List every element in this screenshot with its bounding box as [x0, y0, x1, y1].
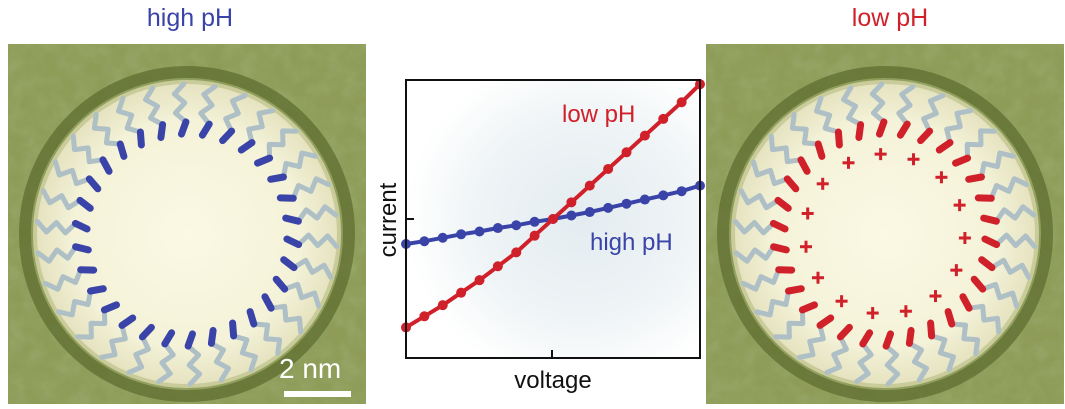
high-ph-data-point — [566, 211, 576, 221]
high-ph-data-point — [419, 236, 429, 246]
low-ph-data-point — [585, 181, 595, 191]
low-ph-data-point — [622, 147, 632, 157]
charged-headgroup — [838, 132, 839, 145]
neutral-headgroup — [140, 132, 141, 145]
low-ph-data-point — [566, 197, 576, 207]
low-ph-data-point — [603, 164, 613, 174]
charged-headgroup — [774, 247, 787, 250]
low-ph-data-point — [530, 231, 540, 241]
neutral-headgroup — [104, 305, 116, 310]
high-ph-data-point — [456, 229, 466, 239]
low-ph-data-point — [456, 288, 466, 298]
high-ph-data-point — [475, 227, 485, 237]
low-ph-pore-micrograph — [706, 44, 1064, 404]
high-ph-data-point — [658, 190, 668, 200]
charged-headgroup — [880, 122, 884, 134]
high-ph-data-point — [530, 217, 540, 227]
charged-headgroup — [931, 323, 932, 336]
high-ph-data-point — [603, 203, 613, 213]
neutral-headgroup — [182, 122, 186, 134]
high-ph-pore-micrograph: 2 nm — [8, 44, 366, 404]
neutral-headgroup — [250, 312, 254, 324]
neutral-headgroup — [91, 289, 104, 291]
high-ph-data-point — [511, 220, 521, 230]
neutral-headgroup — [286, 218, 299, 221]
charged-headgroup — [802, 305, 814, 310]
neutral-headgroup — [233, 323, 234, 336]
neutral-headgroup — [120, 144, 124, 156]
high-ph-data-point — [585, 207, 595, 217]
low-ph-series-label: low pH — [562, 101, 635, 128]
low-ph-data-point — [658, 114, 668, 124]
high-ph-pore-illustration — [8, 44, 366, 404]
low-ph-data-point — [493, 261, 503, 271]
low-ph-data-point — [475, 275, 485, 285]
high-ph-data-point — [622, 199, 632, 209]
left-panel-title: high pH — [80, 4, 300, 33]
low-ph-data-point — [438, 300, 448, 310]
y-axis-label: current — [375, 182, 402, 257]
charged-headgroup — [789, 289, 802, 291]
neutral-headgroup — [76, 247, 89, 250]
charged-headgroup — [859, 125, 861, 138]
low-ph-data-point — [677, 97, 687, 107]
charged-headgroup — [948, 312, 952, 324]
neutral-headgroup — [211, 331, 213, 344]
high-ph-data-point — [640, 195, 650, 205]
high-ph-data-point — [677, 186, 687, 196]
charged-headgroup — [969, 177, 982, 179]
low-ph-data-point — [511, 247, 521, 257]
charged-headgroup — [956, 158, 968, 163]
charged-headgroup — [818, 144, 822, 156]
low-ph-data-point — [548, 214, 558, 224]
scale-bar-label: 2 nm — [279, 353, 341, 385]
charged-headgroup — [886, 334, 890, 346]
neutral-headgroup — [188, 334, 192, 346]
high-ph-data-point — [493, 223, 503, 233]
low-ph-data-point — [419, 311, 429, 321]
right-panel-title: low pH — [780, 4, 1000, 33]
neutral-headgroup — [258, 158, 270, 163]
neutral-headgroup — [271, 177, 284, 179]
charged-headgroup — [909, 331, 911, 344]
high-ph-data-point — [438, 233, 448, 243]
charged-headgroup — [984, 218, 997, 221]
low-ph-data-point — [640, 131, 650, 141]
scale-bar — [284, 391, 351, 397]
x-axis-label: voltage — [514, 367, 591, 394]
current-voltage-chart: voltage current low pH high pH — [364, 70, 712, 404]
low-ph-pore-illustration — [706, 44, 1064, 404]
neutral-headgroup — [161, 125, 163, 138]
high-ph-series-label: high pH — [590, 229, 673, 256]
